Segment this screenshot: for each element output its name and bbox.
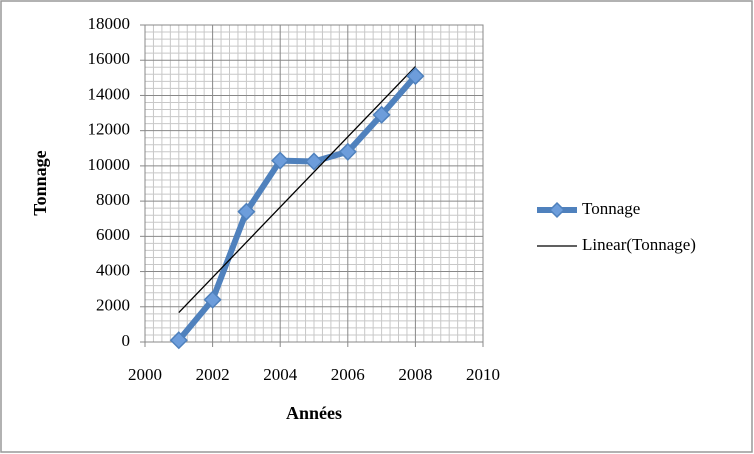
marker (372, 105, 391, 124)
y-tick-label: 4000 (96, 260, 130, 279)
legend-marker (548, 201, 566, 219)
x-tick-label: 2002 (196, 365, 230, 384)
marker (271, 151, 290, 170)
marker (406, 67, 425, 86)
series-line (176, 74, 418, 343)
x-tick-label: 2004 (263, 365, 298, 384)
y-tick-label: 18000 (88, 14, 131, 33)
plot-border (144, 24, 484, 343)
marker (169, 331, 188, 350)
y-tick-label: 6000 (96, 225, 130, 244)
marker (203, 290, 222, 309)
x-tick-label: 2008 (398, 365, 432, 384)
marker (338, 142, 357, 161)
y-tick-label: 16000 (88, 49, 131, 68)
x-tick-label: 2000 (128, 365, 162, 384)
marker (237, 202, 256, 221)
y-tick-label: 14000 (88, 84, 131, 103)
legend-label: Tonnage (582, 199, 640, 218)
y-tick-label: 2000 (96, 296, 130, 315)
x-tick-label: 2006 (331, 365, 365, 384)
trendline (178, 66, 416, 314)
marker (304, 152, 324, 171)
y-tick-label: 12000 (88, 120, 131, 139)
x-axis-title: Années (286, 403, 342, 423)
y-tick-label: 10000 (88, 155, 131, 174)
y-axis-title: Tonnage (30, 150, 50, 215)
y-tick-label: 8000 (96, 190, 130, 209)
legend-label: Linear(Tonnage) (582, 235, 696, 254)
x-tick-label: 2010 (466, 365, 500, 384)
y-tick-label: 0 (122, 331, 131, 350)
